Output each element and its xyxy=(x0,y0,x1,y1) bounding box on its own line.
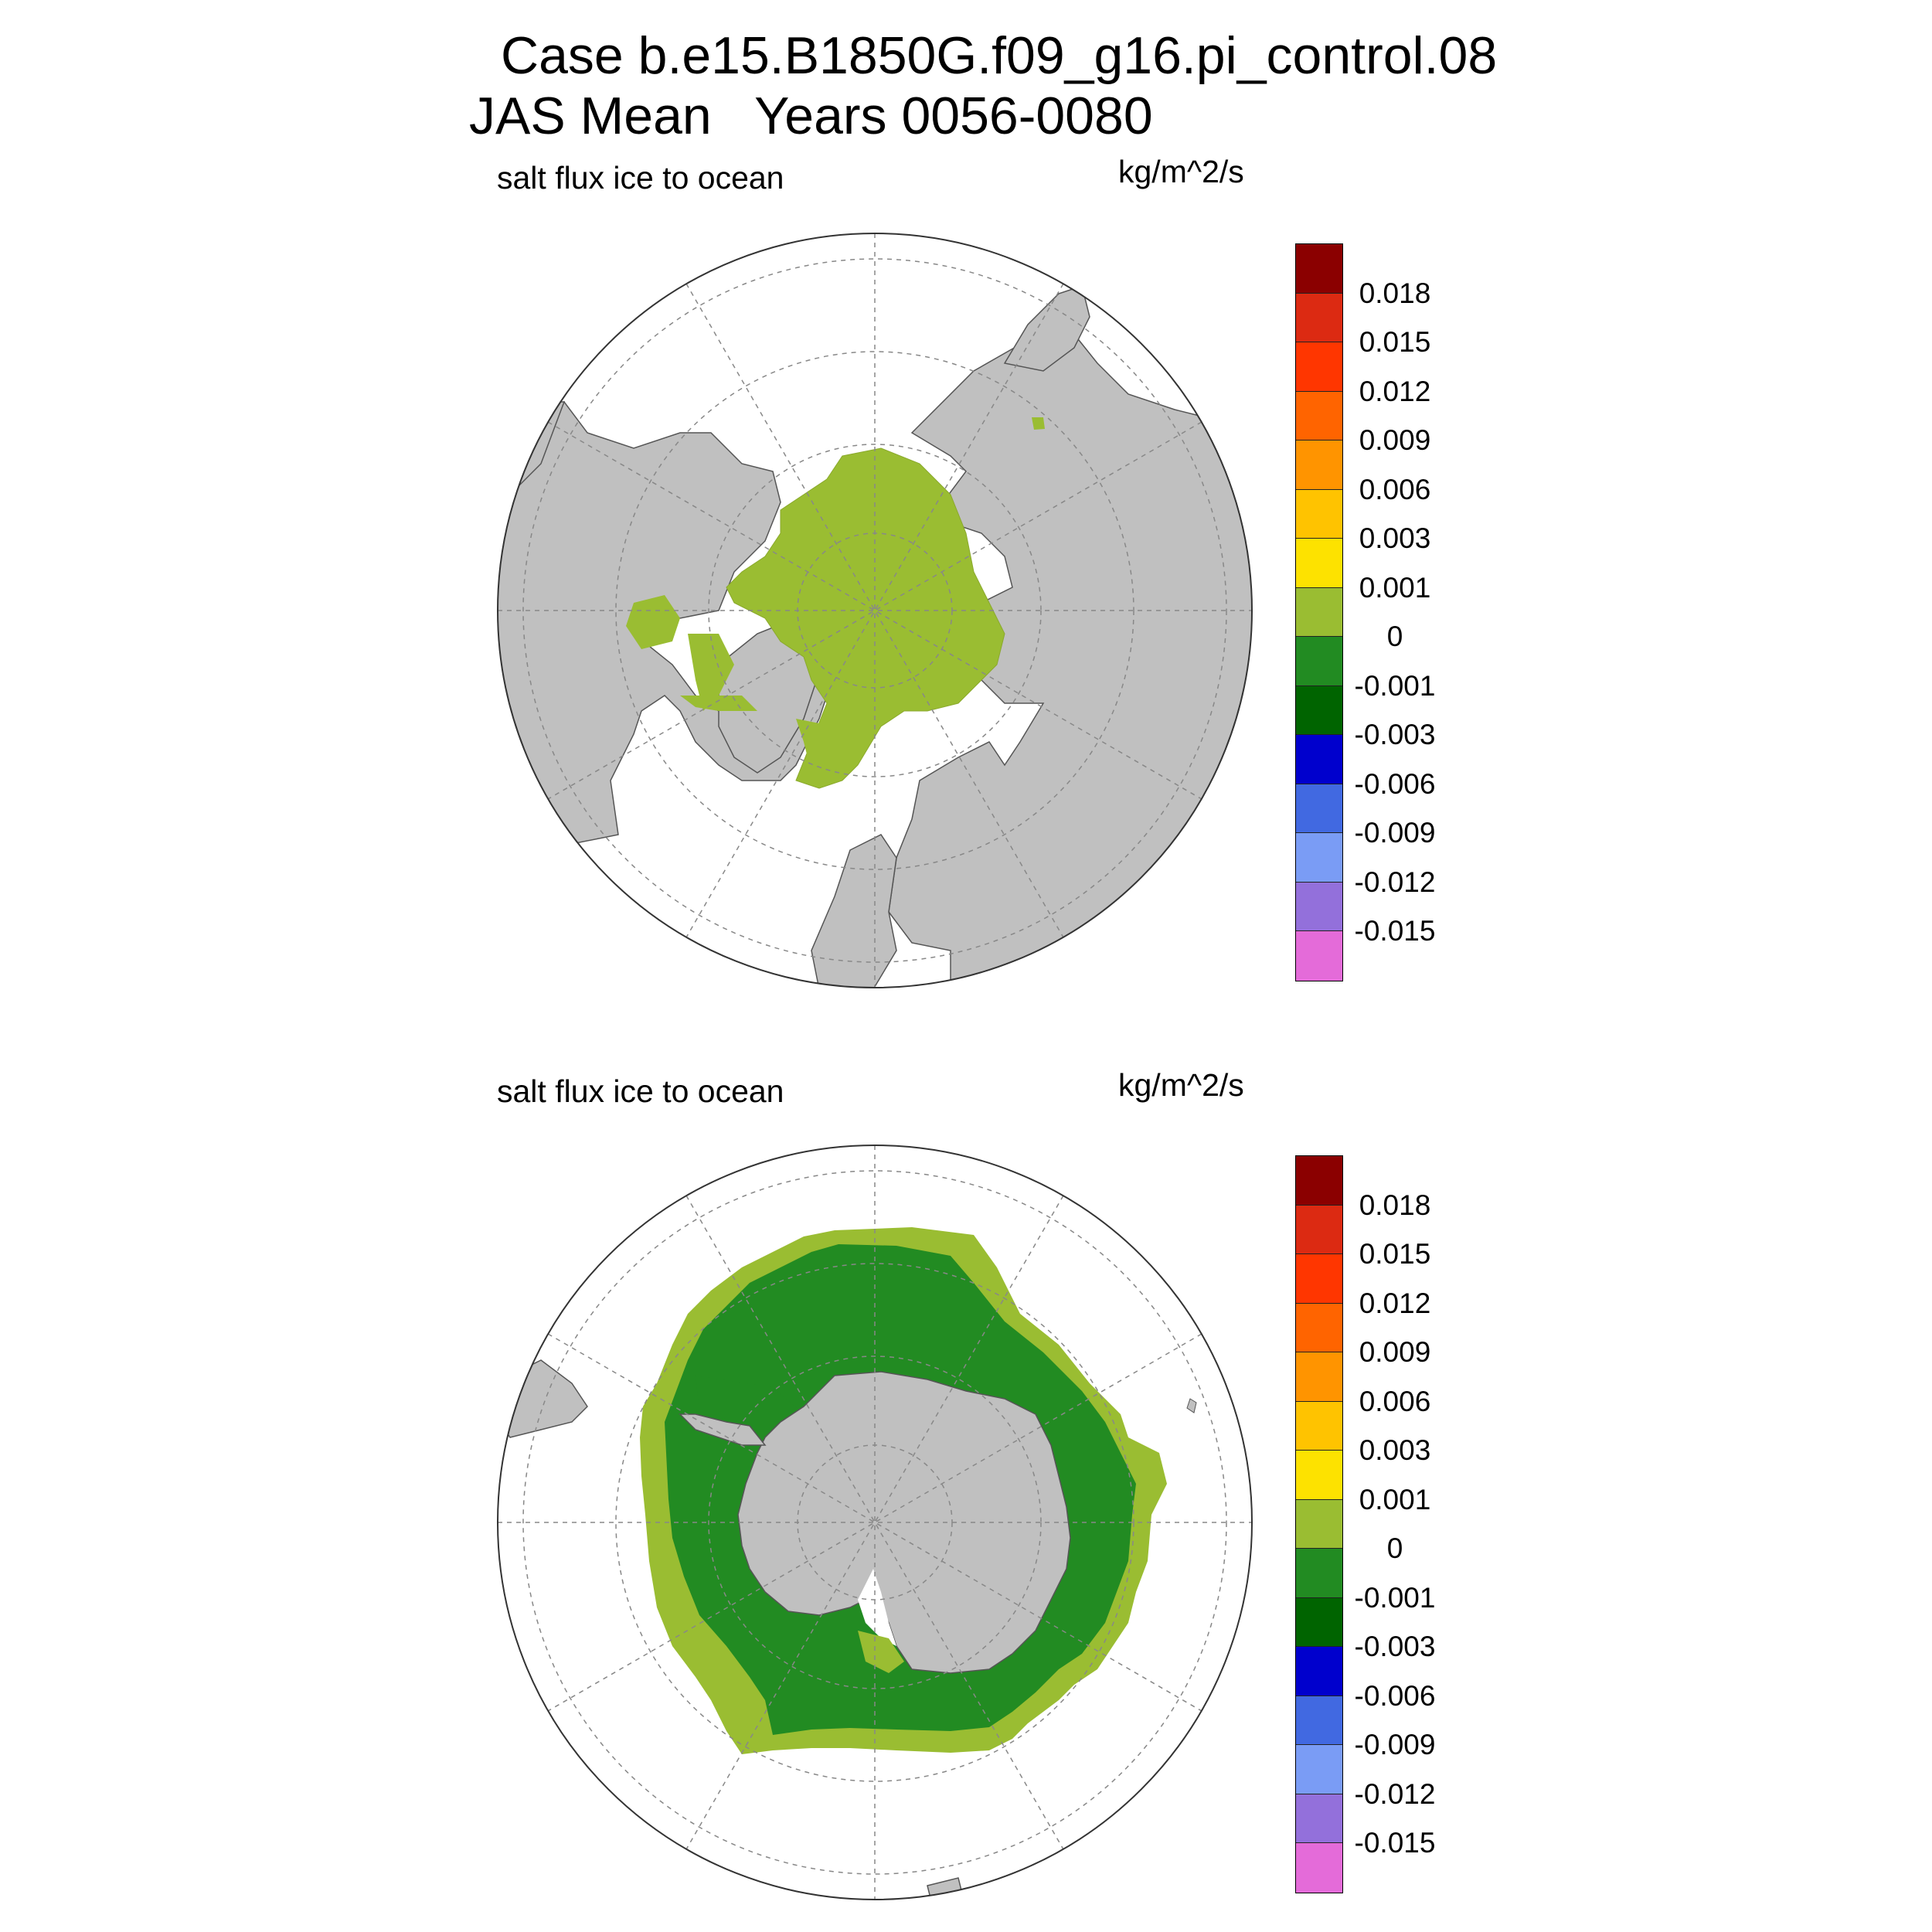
colorbar-swatch xyxy=(1296,342,1342,392)
colorbar-tick-label: 0.001 xyxy=(1359,571,1431,604)
colorbar-south xyxy=(1295,1155,1343,1893)
colorbar-swatch xyxy=(1296,833,1342,883)
colorbar-swatch xyxy=(1296,735,1342,784)
colorbar-swatch xyxy=(1296,1549,1342,1598)
colorbar-swatch xyxy=(1296,1303,1342,1352)
colorbar-swatch xyxy=(1296,1597,1342,1647)
panel-south-variable-label: salt flux ice to ocean xyxy=(497,1073,784,1109)
colorbar-swatch xyxy=(1296,391,1342,440)
colorbar-tick-label: -0.009 xyxy=(1354,1729,1436,1760)
colorbar-swatch xyxy=(1296,784,1342,833)
south-land-australia-bit xyxy=(927,1877,967,1900)
colorbar-tick-label: 0 xyxy=(1386,1532,1403,1564)
colorbar-tick-label: 0.006 xyxy=(1359,473,1431,505)
panel-north-units-label: kg/m^2/s xyxy=(1118,154,1244,189)
south-polar-map xyxy=(497,1145,1253,1900)
colorbar-swatch xyxy=(1296,244,1342,294)
colorbar-swatch xyxy=(1296,1647,1342,1696)
north-ice-greenland-east xyxy=(796,719,835,773)
colorbar-tick-label: 0.015 xyxy=(1359,326,1431,358)
north-ice-baffin xyxy=(688,634,734,711)
colorbar-tick-label: -0.006 xyxy=(1354,767,1436,800)
main-title-line2: JAS Mean Years 0056-0080 xyxy=(469,87,1153,145)
colorbar-tick-label: -0.015 xyxy=(1354,1827,1436,1859)
colorbar-tick-label: 0.012 xyxy=(1359,1287,1431,1319)
north-polar-map xyxy=(497,233,1253,988)
colorbar-tick-label: -0.012 xyxy=(1354,866,1436,898)
colorbar-swatch xyxy=(1296,539,1342,588)
colorbar-tick-label: 0.001 xyxy=(1359,1483,1431,1515)
colorbar-tick-label: -0.001 xyxy=(1354,1581,1436,1614)
colorbar-tick-label: -0.015 xyxy=(1354,915,1436,947)
colorbar-tick-label: 0.006 xyxy=(1359,1385,1431,1417)
south-graticule xyxy=(498,1145,1252,1900)
main-title-line1: Case b.e15.B1850G.f09_g16.pi_control.08 xyxy=(501,26,1498,85)
north-graticule xyxy=(498,233,1252,988)
colorbar-swatch xyxy=(1296,1745,1342,1794)
colorbar-tick-label: 0.012 xyxy=(1359,375,1431,407)
south-ice-ross-patch xyxy=(858,1631,904,1673)
colorbar-swatch xyxy=(1296,1451,1342,1500)
colorbar-tick-label: 0.009 xyxy=(1359,1336,1431,1368)
north-ice-okhotsk xyxy=(1032,417,1045,430)
colorbar-tick-label: 0.009 xyxy=(1359,424,1431,456)
colorbar-tick-label: 0.015 xyxy=(1359,1238,1431,1270)
colorbar-tick-label: 0 xyxy=(1386,621,1403,652)
colorbar-swatch xyxy=(1296,685,1342,735)
colorbar-swatch xyxy=(1296,1254,1342,1304)
colorbar-swatch xyxy=(1296,1794,1342,1843)
colorbar-tick-label: 0.003 xyxy=(1359,522,1431,554)
colorbar-swatch xyxy=(1296,1696,1342,1745)
colorbar-tick-label: -0.003 xyxy=(1354,1631,1436,1662)
north-ice-arctic xyxy=(726,447,1005,789)
colorbar-swatch xyxy=(1296,637,1342,686)
panel-north-variable-label: salt flux ice to ocean xyxy=(497,160,784,196)
colorbar-swatch xyxy=(1296,440,1342,490)
colorbar-swatch xyxy=(1296,1205,1342,1254)
north-ice-hudson xyxy=(626,595,680,649)
colorbar-swatch xyxy=(1296,1156,1342,1206)
colorbar-swatch xyxy=(1296,1352,1342,1402)
south-ross-gap xyxy=(858,1569,896,1646)
colorbar-swatch xyxy=(1296,293,1342,342)
colorbar-tick-label: 0.018 xyxy=(1359,277,1431,309)
colorbar-swatch xyxy=(1296,931,1342,981)
colorbar-tick-label: -0.003 xyxy=(1354,719,1436,750)
colorbar-swatch xyxy=(1296,1843,1342,1893)
north-ice-labrador-edge xyxy=(680,696,757,711)
colorbar-swatch xyxy=(1296,1499,1342,1549)
colorbar-swatch xyxy=(1296,882,1342,931)
colorbar-tick-label: 0.003 xyxy=(1359,1434,1431,1466)
panel-south-units-label: kg/m^2/s xyxy=(1118,1067,1244,1103)
colorbar-tick-label: -0.012 xyxy=(1354,1777,1436,1810)
colorbar-swatch xyxy=(1296,489,1342,539)
colorbar-tick-label: -0.006 xyxy=(1354,1679,1436,1712)
colorbar-tick-label: -0.001 xyxy=(1354,669,1436,702)
south-land-new-zealand xyxy=(1186,1398,1197,1413)
colorbar-tick-label: 0.018 xyxy=(1359,1189,1431,1221)
colorbar-swatch xyxy=(1296,587,1342,637)
colorbar-tick-label: -0.009 xyxy=(1354,817,1436,849)
colorbar-swatch xyxy=(1296,1401,1342,1451)
colorbar-north xyxy=(1295,243,1343,981)
